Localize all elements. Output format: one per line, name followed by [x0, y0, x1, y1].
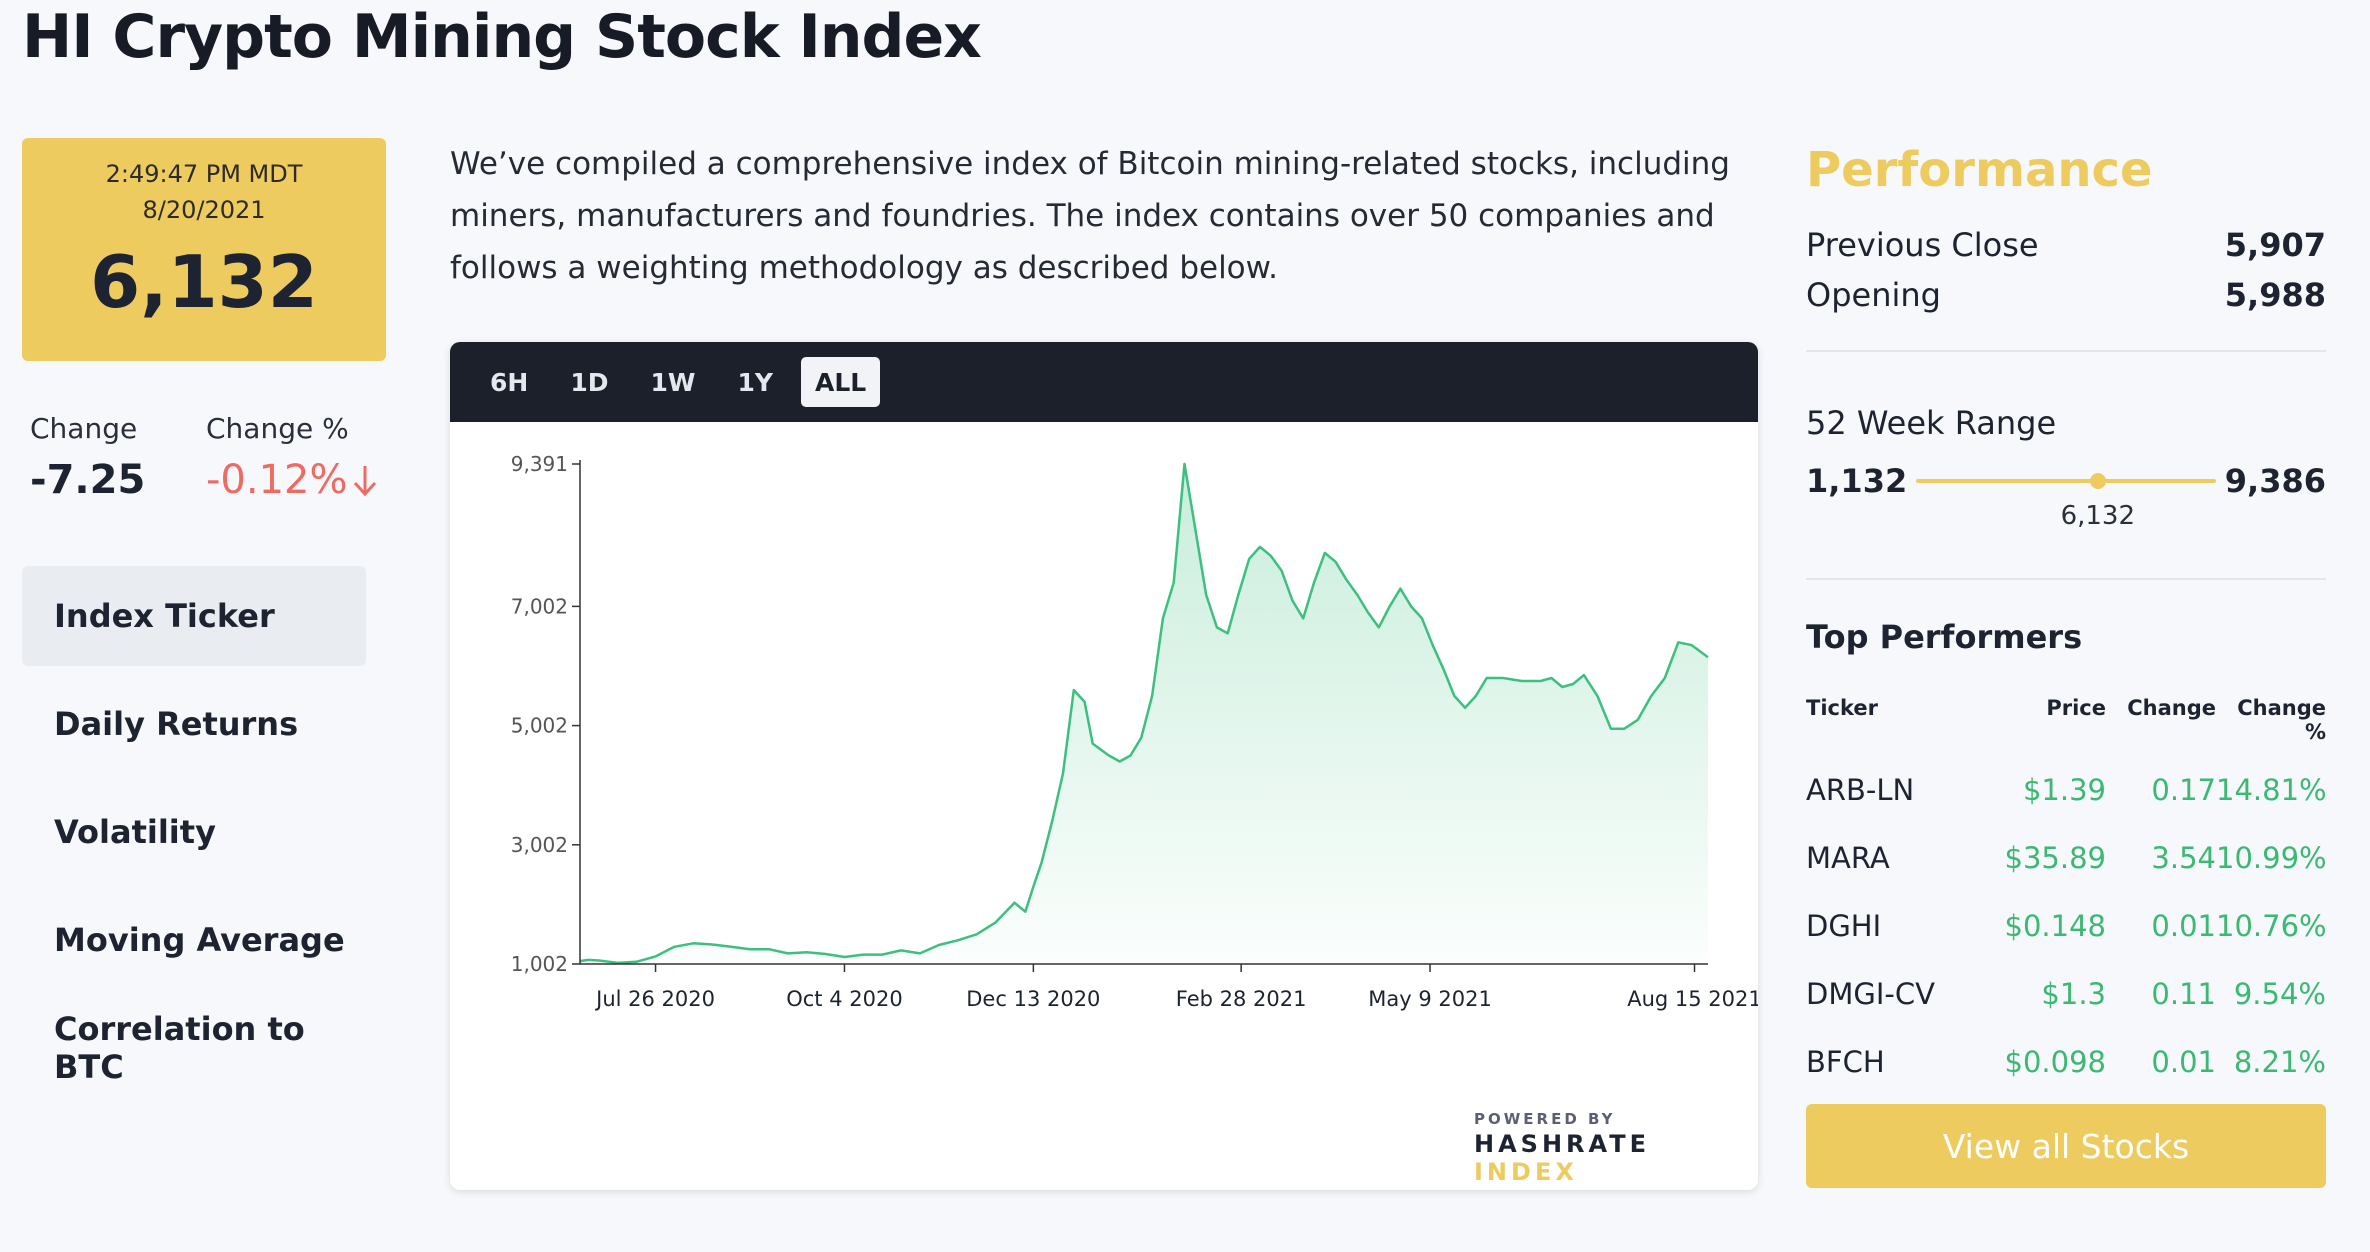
y-tick-label: 3,002	[511, 833, 568, 857]
table-row[interactable]: BFCH $0.098 0.01 8.21%	[1806, 1028, 2326, 1096]
price-cell: $0.098	[2004, 1045, 2106, 1079]
x-tick-label: Feb 28 2021	[1176, 987, 1307, 1011]
y-tick-label: 7,002	[511, 594, 568, 618]
y-tick-label: 1,002	[511, 952, 568, 976]
nav-item-volatility[interactable]: Volatility	[54, 813, 216, 851]
column-header: Ticker	[1806, 696, 1878, 720]
top-performers-title: Top Performers	[1806, 618, 2083, 656]
range-1y-button[interactable]: 1Y	[737, 367, 773, 397]
x-tick-label: May 9 2021	[1368, 987, 1492, 1011]
range-all-button[interactable]: ALL	[800, 357, 881, 407]
x-tick-label: Aug 15 2021	[1627, 987, 1758, 1011]
week52-high: 9,386	[2224, 462, 2326, 500]
x-tick-label: Jul 26 2020	[594, 987, 715, 1011]
change-value: -7.25	[30, 457, 146, 503]
nav-item-daily-returns[interactable]: Daily Returns	[54, 705, 299, 743]
range-1w-button[interactable]: 1W	[650, 367, 696, 397]
ticker-cell: DMGI-CV	[1806, 977, 1935, 1011]
powered-by-badge: POWERED BY HASHRATE INDEX	[1474, 1110, 1724, 1186]
chart-area-fill	[580, 464, 1708, 964]
ticker-cell: ARB-LN	[1806, 773, 1915, 807]
performance-panel: Performance Previous Close 5,907 Opening…	[1806, 138, 2327, 1188]
brand-logo: HASHRATE INDEX	[1474, 1130, 1724, 1186]
price-cell: $1.3	[2041, 977, 2106, 1011]
change-pct-cell: 8.21%	[2233, 1045, 2326, 1079]
brand-accent: INDEX	[1474, 1158, 1578, 1186]
change-pct-cell: 9.54%	[2233, 977, 2326, 1011]
x-tick-label: Dec 13 2020	[966, 987, 1100, 1011]
y-tick-label: 9,391	[511, 452, 568, 476]
top-performers-header: Ticker Price Change Change %	[1806, 696, 2326, 744]
chart-range-toolbar: 6H 1D 1W 1Y ALL	[450, 342, 1758, 422]
nav-item-index-ticker[interactable]: Index Ticker	[22, 566, 366, 666]
price-time: 2:49:47 PM MDT	[105, 160, 303, 188]
powered-by-label: POWERED BY	[1474, 1110, 1616, 1128]
change-percent-block: Change % -0.12%	[206, 412, 380, 503]
change-cell: 0.17	[2151, 773, 2216, 807]
top-performers-table: ARB-LN $1.39 0.17 14.81% MARA $35.89 3.5…	[1806, 756, 2327, 1096]
opening-label: Opening	[1806, 276, 1941, 314]
intro-text: We’ve compiled a comprehensive index of …	[450, 146, 1730, 286]
change-block: Change -7.25	[30, 412, 145, 503]
price-cell: $0.148	[2004, 909, 2106, 943]
x-tick-label: Oct 4 2020	[786, 987, 902, 1011]
performance-title: Performance	[1806, 142, 2153, 198]
price-card: 2:49:47 PM MDT 8/20/2021 6,132	[22, 138, 386, 361]
change-cell: 0.01	[2151, 1045, 2216, 1079]
change-pct-cell: 14.81%	[2216, 773, 2327, 807]
change-pct-cell: 10.99%	[2216, 841, 2327, 875]
ticker-cell: BFCH	[1806, 1045, 1885, 1079]
divider	[1806, 578, 2326, 580]
range-1d-button[interactable]: 1D	[570, 367, 609, 397]
chart-line	[579, 462, 1709, 965]
nav-item-correlation-btc[interactable]: Correlation to BTC	[54, 1010, 305, 1086]
change-pct-cell: 10.76%	[2216, 909, 2327, 943]
change-percent-text: -0.12%	[206, 457, 348, 503]
price-date: 8/20/2021	[142, 196, 266, 224]
range-6h-button[interactable]: 6H	[490, 367, 529, 397]
week52-range-bar: 6,132	[1916, 473, 2216, 531]
week52-marker	[2089, 473, 2106, 489]
table-row[interactable]: DMGI-CV $1.3 0.11 9.54%	[1806, 960, 2326, 1028]
ticker-cell: DGHI	[1806, 909, 1882, 943]
table-row[interactable]: DGHI $0.148 0.01 10.76%	[1806, 892, 2327, 960]
change-cell: 0.11	[2151, 977, 2216, 1011]
week52-range: 1,132 6,132 9,386	[1806, 456, 2326, 531]
change-percent-label: Change %	[206, 412, 349, 445]
y-tick-label: 5,002	[511, 714, 568, 738]
opening-row: Opening 5,988	[1806, 276, 2326, 314]
side-nav: Index Ticker Daily Returns Volatility Mo…	[22, 566, 366, 1106]
table-row[interactable]: ARB-LN $1.39 0.17 14.81%	[1806, 756, 2327, 824]
week52-low: 1,132	[1806, 462, 1908, 500]
column-header: Change	[2127, 696, 2216, 720]
index-value: 6,132	[90, 240, 318, 324]
brand-main: HASHRATE	[1474, 1130, 1650, 1158]
change-label: Change	[30, 412, 138, 445]
page-title: HI Crypto Mining Stock Index	[22, 2, 982, 72]
previous-close-value: 5,907	[2224, 226, 2326, 264]
divider	[1806, 350, 2326, 352]
price-cell: $1.39	[2022, 773, 2106, 807]
opening-value: 5,988	[2224, 276, 2326, 314]
week52-label: 52 Week Range	[1806, 404, 2057, 442]
chart-card: 6H 1D 1W 1Y ALL 1,002 3,002 5,002 7,002 9,39…	[450, 342, 1758, 1190]
table-row[interactable]: MARA $35.89 3.54 10.99%	[1806, 824, 2327, 892]
change-percent-value: -0.12%	[206, 457, 380, 503]
nav-item-moving-average[interactable]: Moving Average	[54, 921, 345, 959]
previous-close-label: Previous Close	[1806, 226, 2039, 264]
change-cell: 3.54	[2151, 841, 2216, 875]
arrow-down-icon	[353, 466, 376, 497]
index-chart: 1,002 3,002 5,002 7,002 9,391 Jul 26 2020 Oct …	[511, 452, 1758, 1011]
ticker-cell: MARA	[1806, 841, 1890, 875]
column-header: Change %	[2237, 696, 2326, 744]
change-cell: 0.01	[2151, 909, 2216, 943]
previous-close-row: Previous Close 5,907	[1806, 226, 2326, 264]
view-all-stocks-button[interactable]: View all Stocks	[1806, 1104, 2326, 1188]
column-header: Price	[2046, 696, 2106, 720]
price-cell: $35.89	[2004, 841, 2106, 875]
week52-current: 6,132	[2060, 501, 2136, 531]
